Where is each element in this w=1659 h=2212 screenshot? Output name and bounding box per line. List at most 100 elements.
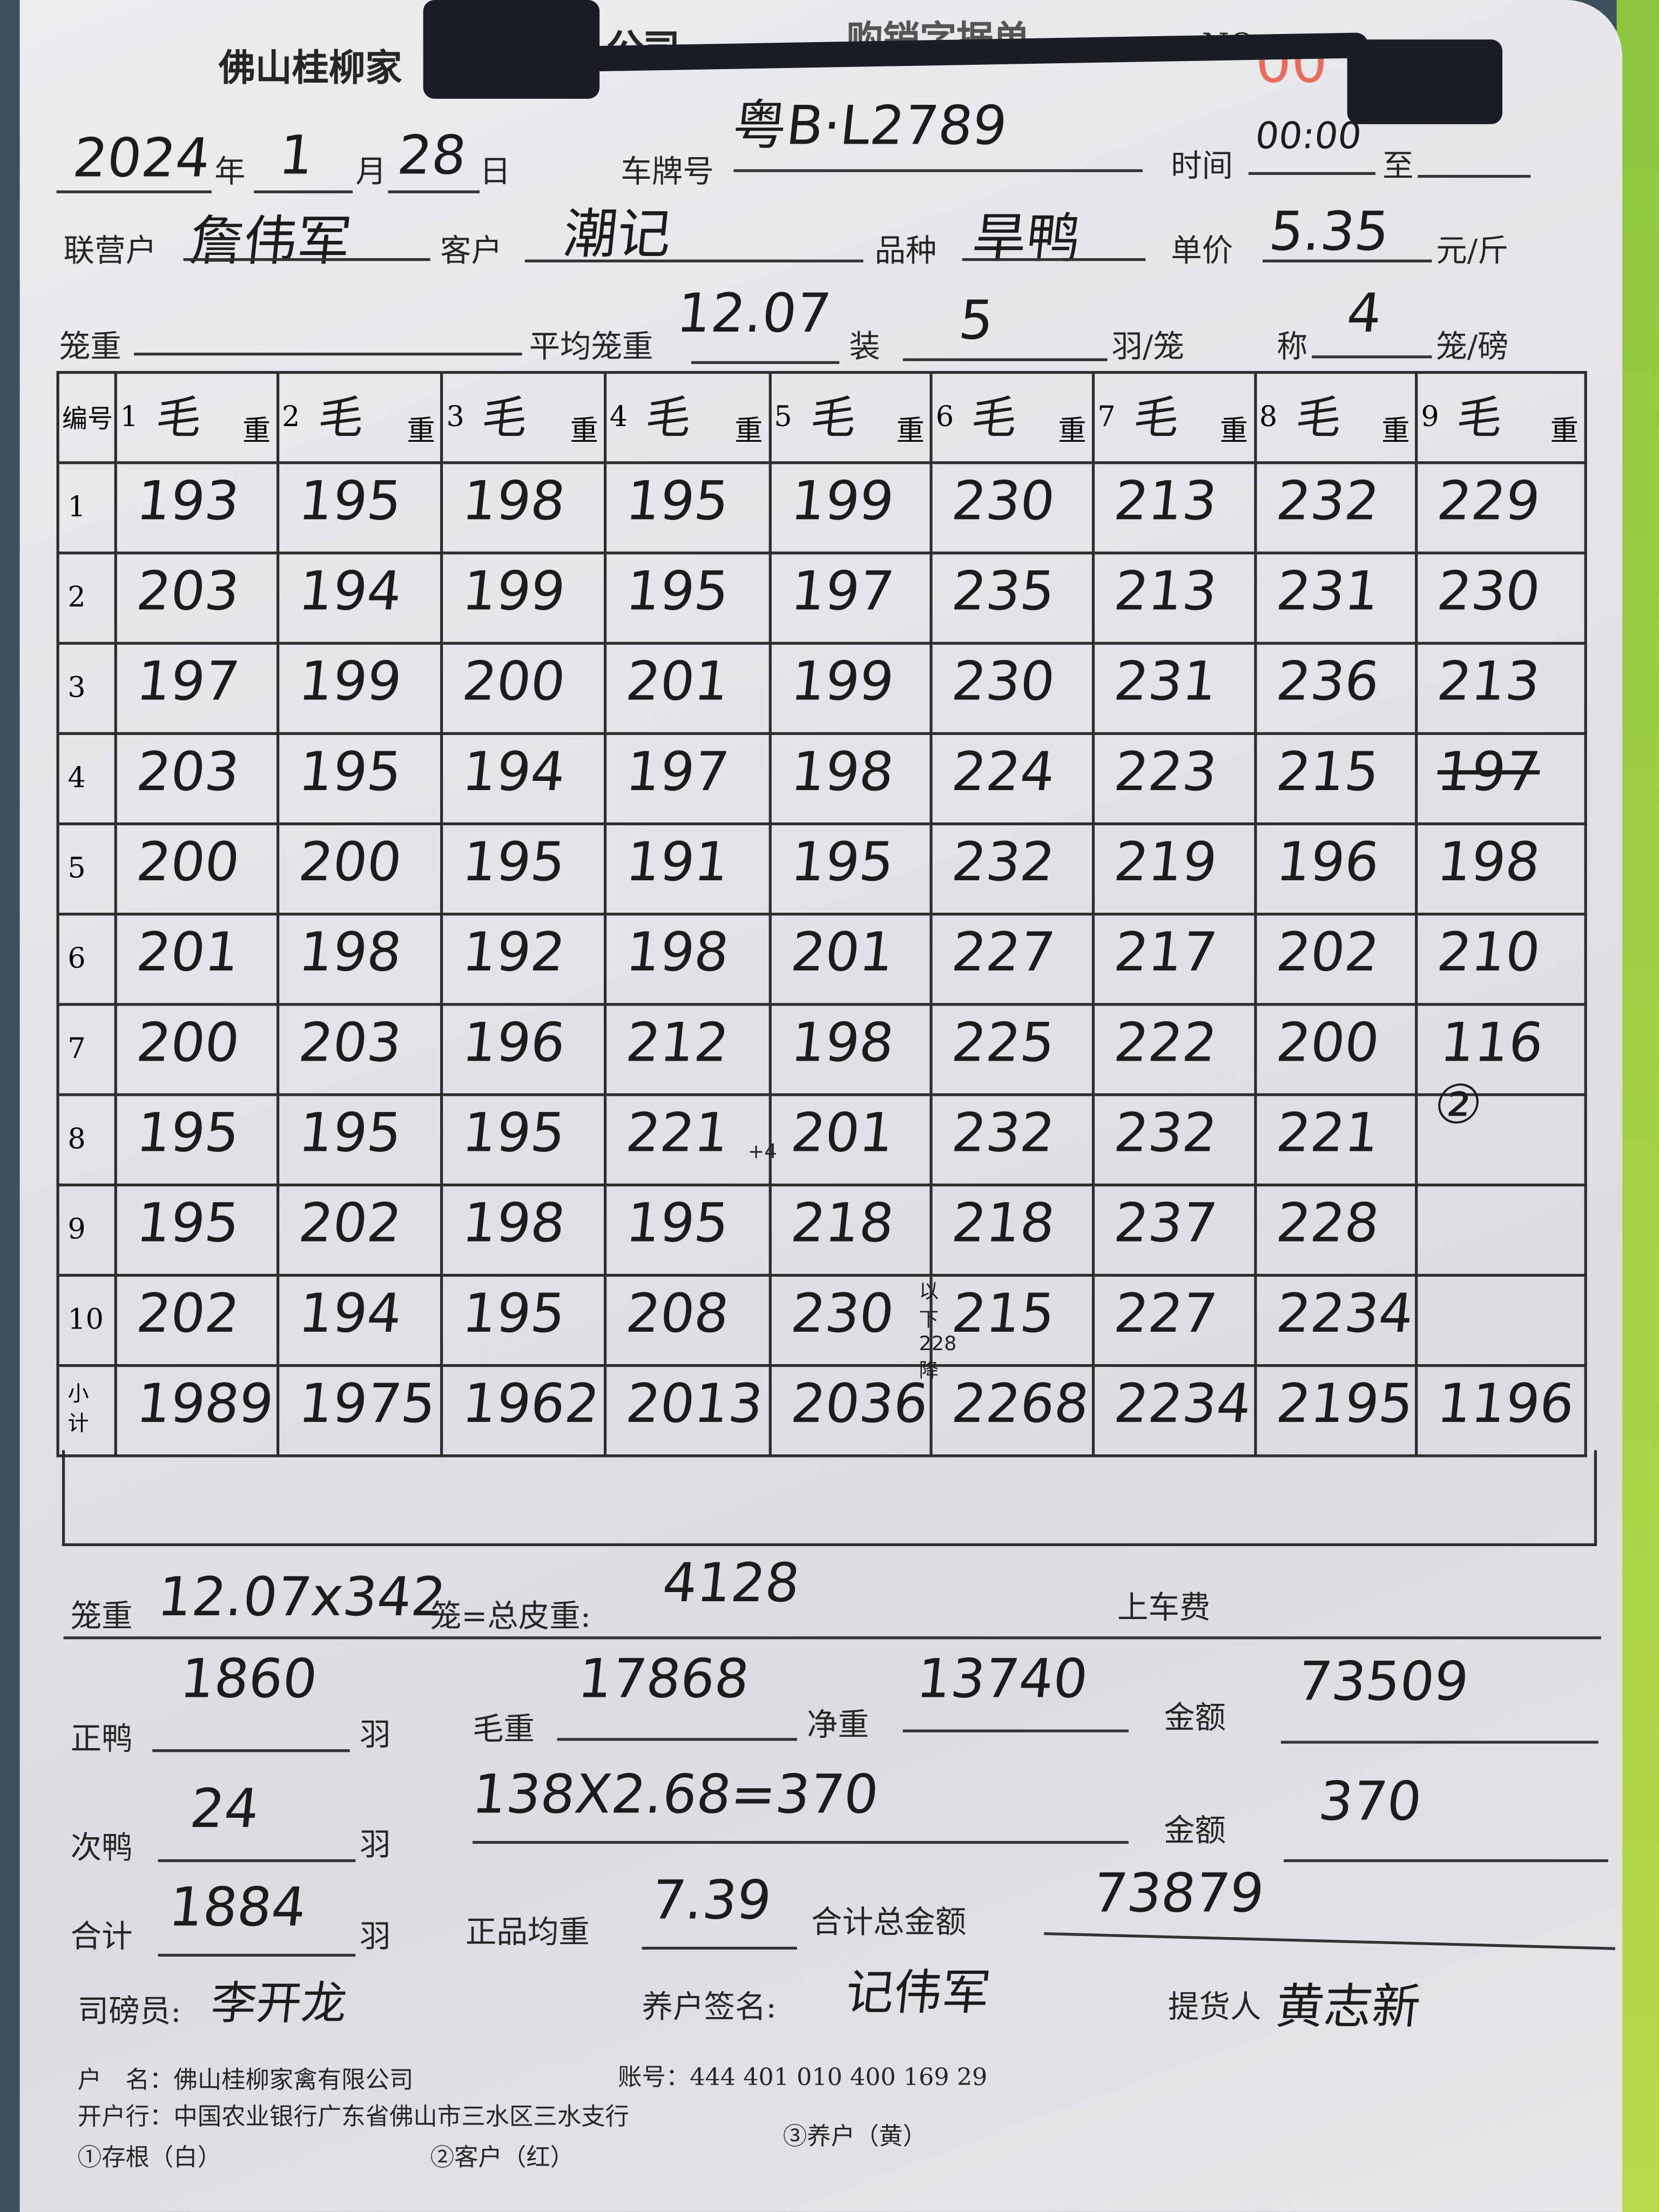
weight-cell: 200	[114, 822, 279, 916]
column-suffix: 重	[1550, 413, 1579, 448]
column-type: 毛	[1293, 390, 1344, 444]
account-name: 户 名：佛山桂柳家禽有限公司	[77, 2066, 414, 2095]
sub-value: 24	[187, 1777, 262, 1840]
weight-value: 201	[787, 921, 897, 983]
weight-value: 195	[133, 1192, 243, 1255]
row-index: 小计	[56, 1364, 118, 1458]
row-index: 6	[56, 913, 118, 1006]
pickup-signature: 黄志新	[1273, 1979, 1424, 2036]
load-value: 5	[956, 289, 997, 352]
weight-value: 194	[295, 560, 404, 622]
weight-value: 227	[1111, 1282, 1220, 1345]
net-label: 净重	[807, 1708, 869, 1744]
loading-fee-label: 上车费	[1117, 1591, 1211, 1627]
total-value: 1884	[166, 1876, 309, 1939]
column-number: 3	[446, 399, 464, 433]
weight-value: 201	[623, 650, 732, 713]
weight-cell: 197	[1415, 732, 1587, 826]
weight-cell: 203	[114, 732, 279, 826]
weight-cell: 199	[768, 461, 933, 555]
tare-value: 4128	[659, 1552, 803, 1614]
table-row: 5 200 200 195 191 195 232 219 196 198	[56, 822, 1587, 916]
weight-value: 212	[623, 1011, 732, 1074]
weight-value: 195	[787, 831, 897, 893]
weight-cell: 200	[276, 822, 444, 916]
to-label: 至	[1382, 149, 1414, 185]
column-number: 1	[120, 399, 138, 433]
row-index: 7	[56, 1003, 118, 1096]
weight-value: 195	[295, 740, 404, 803]
row-index: 9	[56, 1183, 118, 1277]
weight-cell: 203	[276, 1003, 444, 1096]
weight-cell	[1415, 1093, 1587, 1186]
weight-cell: 218	[768, 1183, 933, 1277]
company-name: 佛山桂柳家	[218, 48, 402, 91]
weight-cell: 236	[1253, 642, 1419, 735]
weight-cell: 195	[114, 1183, 279, 1277]
farmer-signature: 记伟军	[842, 1965, 993, 2022]
weight-value: 196	[1273, 831, 1382, 893]
background-green	[1616, 0, 1659, 2212]
sub-unit: 羽	[360, 1828, 391, 1864]
good-unit: 羽	[360, 1718, 391, 1754]
weight-value: 194	[295, 1282, 404, 1345]
weight-cell: 195	[441, 1093, 607, 1186]
weight-value: 193	[133, 469, 243, 532]
weight-value: 195	[623, 469, 732, 532]
weight-cell: 198	[1415, 822, 1587, 916]
good-label: 正鸭	[70, 1722, 133, 1758]
column-number: 6	[935, 399, 954, 433]
weight-value: 208	[623, 1282, 732, 1345]
weight-cell: 230 以下 228 降	[768, 1273, 956, 1382]
weight-value: 225	[949, 1011, 1058, 1074]
weight-value: 197	[1434, 740, 1544, 803]
weight-cell: 198	[768, 1003, 933, 1096]
weight-cell: 232	[1091, 1093, 1257, 1186]
weight-cell: 194	[276, 551, 444, 645]
partner-value: 詹伟军	[186, 210, 354, 273]
weight-value: 198	[460, 1192, 569, 1255]
column-number: 4	[609, 399, 628, 433]
table-row: 8 195 195 195 221 +4 201 232 232 221	[56, 1093, 1587, 1186]
weight-value: 200	[460, 650, 569, 713]
weight-cell: 200	[114, 1003, 279, 1096]
clip-right	[1347, 39, 1502, 124]
column-type: 毛	[807, 390, 859, 444]
weight-cell: 195	[276, 1093, 444, 1186]
weight-cell: 2234	[1253, 1273, 1419, 1367]
weight-table: 编号 1 毛重 2 毛重 3 毛重 4 毛重 5 毛重 6 毛重 7 毛重 8 毛重 9 毛重 1 193 195 198…	[56, 371, 1587, 1458]
weight-cell: 201	[768, 1093, 933, 1186]
row-index: 2	[56, 551, 118, 645]
price-unit: 元/斤	[1436, 234, 1509, 269]
row-number: 5	[68, 851, 86, 885]
weight-cell: 230	[1415, 551, 1587, 645]
weight-cell: 227	[1091, 1273, 1257, 1367]
column-type: 毛	[1131, 390, 1182, 444]
weight-cell: 196	[1253, 822, 1419, 916]
row-index: 8	[56, 1093, 118, 1186]
weight-cell: 2013	[604, 1364, 772, 1458]
sub-amount-value: 370	[1316, 1770, 1425, 1833]
weight-cell: 2234	[1091, 1364, 1257, 1458]
weight-cell: 213	[1091, 461, 1257, 555]
table-row: 10 202 194 195 208 230 以下 228 降 215 227 2234	[56, 1273, 1587, 1382]
cage-label: 笼重	[70, 1600, 133, 1635]
weight-value: 196	[460, 1011, 569, 1074]
customer-value: 潮记	[560, 203, 675, 266]
sub-calc: 138X2.68=370	[469, 1763, 882, 1826]
weight-value: 224	[949, 740, 1058, 803]
weight-cell: 231	[1091, 642, 1257, 735]
weight-cell: 231	[1253, 551, 1419, 645]
weight-cell: 229	[1415, 461, 1587, 555]
weight-value: 213	[1111, 469, 1220, 532]
weight-cell: 1196	[1415, 1364, 1587, 1458]
sub-label: 次鸭	[70, 1831, 133, 1866]
weight-cell: 217	[1091, 913, 1257, 1006]
year-label: 年	[214, 155, 246, 191]
weight-value: 202	[1273, 921, 1382, 983]
weight-value: 195	[133, 1102, 243, 1164]
weight-value: 195	[623, 560, 732, 622]
customer-label: 客户	[440, 234, 502, 269]
